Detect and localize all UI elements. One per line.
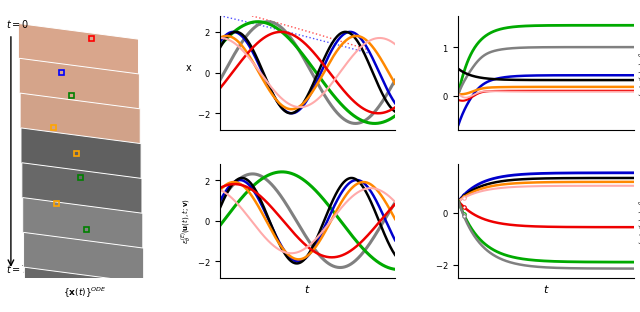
Y-axis label: x: x bbox=[186, 63, 191, 73]
Text: $\{\mathbf{x}(t)\}^{ODE}$: $\{\mathbf{x}(t)\}^{ODE}$ bbox=[63, 285, 106, 300]
Bar bbox=[89, 36, 94, 41]
Bar bbox=[59, 70, 64, 75]
Polygon shape bbox=[19, 58, 140, 110]
Bar bbox=[74, 151, 79, 156]
Bar bbox=[54, 201, 60, 206]
Text: $t = 0$: $t = 0$ bbox=[6, 18, 29, 30]
Polygon shape bbox=[21, 128, 141, 179]
Bar bbox=[84, 227, 89, 232]
Y-axis label: $\epsilon_\theta^{(W)}(\mathbf{u}(t),t;\mathbf{v})$: $\epsilon_\theta^{(W)}(\mathbf{u}(t),t;\… bbox=[633, 197, 640, 245]
Bar bbox=[79, 175, 83, 180]
Text: $t = T$: $t = T$ bbox=[6, 263, 31, 275]
X-axis label: $t$: $t$ bbox=[543, 283, 549, 295]
Polygon shape bbox=[24, 267, 145, 312]
Polygon shape bbox=[22, 163, 142, 214]
Y-axis label: $\epsilon_\theta^{(W)}(\mathbf{u}(t),t;\mathbf{x})$: $\epsilon_\theta^{(W)}(\mathbf{u}(t),t;\… bbox=[633, 49, 640, 96]
Polygon shape bbox=[24, 232, 143, 284]
Bar bbox=[51, 125, 56, 130]
Polygon shape bbox=[19, 23, 138, 75]
Polygon shape bbox=[20, 93, 140, 144]
X-axis label: $t$: $t$ bbox=[304, 283, 311, 295]
Bar bbox=[70, 93, 74, 98]
Y-axis label: $\epsilon_\theta^{(E)}(\mathbf{u}(t),t;\mathbf{v})$: $\epsilon_\theta^{(E)}(\mathbf{u}(t),t;\… bbox=[180, 198, 194, 244]
Polygon shape bbox=[22, 197, 143, 249]
